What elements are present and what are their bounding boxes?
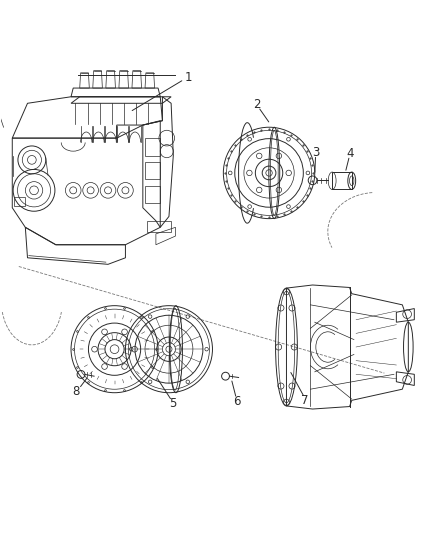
Text: 5: 5	[170, 397, 177, 410]
Text: 6: 6	[233, 395, 241, 408]
Text: 8: 8	[73, 385, 80, 398]
Text: 2: 2	[254, 98, 261, 111]
Text: 4: 4	[347, 147, 354, 160]
Text: 1: 1	[185, 71, 192, 84]
Text: 3: 3	[312, 146, 319, 159]
Text: 7: 7	[301, 394, 309, 407]
